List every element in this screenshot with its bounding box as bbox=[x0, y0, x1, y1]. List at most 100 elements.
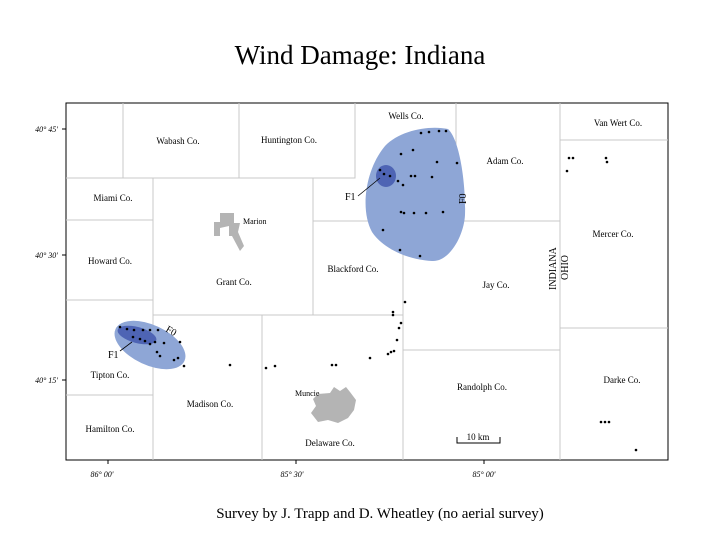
damage-report-dot bbox=[155, 350, 159, 354]
county-label-howard: Howard Co. bbox=[88, 256, 132, 266]
map-frame bbox=[65, 102, 669, 461]
damage-report-dot bbox=[395, 338, 399, 342]
damage-report-dot bbox=[264, 366, 268, 370]
damage-report-dot bbox=[148, 342, 152, 346]
county-label-madison: Madison Co. bbox=[187, 399, 234, 409]
damage-report-dot bbox=[603, 420, 607, 424]
county-label-randolph: Randolph Co. bbox=[457, 382, 507, 392]
f1-swath-west bbox=[117, 325, 157, 345]
damage-report-dot bbox=[382, 172, 386, 176]
county-label-adam: Adam Co. bbox=[487, 156, 524, 166]
damage-report-dot bbox=[182, 364, 186, 368]
damage-report-dot bbox=[403, 300, 407, 304]
damage-reports bbox=[118, 129, 638, 452]
county-label-grant: Grant Co. bbox=[216, 277, 252, 287]
latitude-label-15: 40° 15' bbox=[35, 376, 58, 385]
rating-f0-west: F0 bbox=[164, 324, 179, 339]
damage-report-dot bbox=[399, 152, 403, 156]
county-label-jay: Jay Co. bbox=[483, 280, 510, 290]
longitude-label-85-00: 85° 00' bbox=[473, 470, 496, 479]
rating-f1-east: F1 bbox=[345, 192, 356, 203]
county-label-wabash: Wabash Co. bbox=[156, 136, 199, 146]
muncie-city-shape bbox=[311, 387, 356, 423]
damage-report-dot bbox=[389, 350, 393, 354]
damage-report-dot bbox=[381, 228, 385, 232]
county-label-wells: Wells Co. bbox=[388, 111, 423, 121]
longitude-label-85-30: 85° 30' bbox=[281, 470, 304, 479]
scale-label: 10 km bbox=[467, 432, 490, 442]
damage-report-dot bbox=[158, 354, 162, 358]
rating-f0-east: F0 bbox=[458, 193, 469, 204]
longitude-label-86-00: 86° 00' bbox=[91, 470, 114, 479]
damage-report-dot bbox=[599, 420, 603, 424]
damage-report-dot bbox=[435, 160, 439, 164]
damage-report-dot bbox=[153, 340, 157, 344]
damage-report-dot bbox=[567, 156, 571, 160]
damage-report-dot bbox=[398, 248, 402, 252]
damage-report-dot bbox=[565, 169, 569, 173]
county-label-miami: Miami Co. bbox=[93, 193, 132, 203]
damage-report-dot bbox=[378, 168, 382, 172]
county-label-delaware: Delaware Co. bbox=[305, 438, 354, 448]
damage-report-dot bbox=[388, 174, 392, 178]
damage-report-dot bbox=[402, 211, 406, 215]
damage-report-dot bbox=[409, 174, 413, 178]
damage-report-dot bbox=[330, 363, 334, 367]
damage-report-dot bbox=[571, 156, 575, 160]
county-label-tipton: Tipton Co. bbox=[91, 370, 130, 380]
damage-report-dot bbox=[132, 328, 136, 332]
damage-report-dot bbox=[148, 328, 152, 332]
damage-report-dot bbox=[427, 130, 431, 134]
damage-report-dot bbox=[118, 325, 122, 329]
damage-report-dot bbox=[424, 211, 428, 215]
latitude-label-30: 40° 30' bbox=[35, 251, 58, 260]
county-label-van-wert: Van Wert Co. bbox=[594, 118, 642, 128]
damage-report-dot bbox=[391, 310, 395, 314]
damage-report-dot bbox=[172, 358, 176, 362]
damage-report-dot bbox=[413, 174, 417, 178]
damage-report-dot bbox=[444, 129, 448, 133]
f0-swath-east bbox=[365, 127, 466, 262]
county-label-huntington: Huntington Co. bbox=[261, 135, 317, 145]
damage-report-dot bbox=[441, 210, 445, 214]
damage-report-dot bbox=[386, 352, 390, 356]
damage-report-dot bbox=[162, 341, 166, 345]
city-label-marion: Marion bbox=[243, 217, 267, 226]
damage-report-dot bbox=[430, 175, 434, 179]
damage-report-dot bbox=[131, 335, 135, 339]
state-label-indiana: INDIANA bbox=[548, 246, 559, 290]
damage-report-dot bbox=[273, 364, 277, 368]
damage-report-dot bbox=[399, 210, 403, 214]
damage-report-dot bbox=[368, 356, 372, 360]
damage-report-dot bbox=[396, 179, 400, 183]
damage-report-dot bbox=[176, 356, 180, 360]
f1-west-leader bbox=[119, 341, 133, 352]
damage-report-dot bbox=[401, 183, 405, 187]
county-label-blackford: Blackford Co. bbox=[328, 264, 379, 274]
damage-report-dot bbox=[419, 131, 423, 135]
county-label-mercer: Mercer Co. bbox=[593, 229, 634, 239]
latitude-label-45: 40° 45' bbox=[35, 125, 58, 134]
damage-report-dot bbox=[412, 211, 416, 215]
damage-report-dot bbox=[141, 328, 145, 332]
county-label-hamilton: Hamilton Co. bbox=[86, 424, 135, 434]
damage-report-dot bbox=[156, 328, 160, 332]
damage-report-dot bbox=[392, 349, 396, 353]
damage-report-dot bbox=[605, 160, 609, 164]
damage-report-dot bbox=[604, 156, 608, 160]
damage-report-dot bbox=[125, 327, 129, 331]
damage-report-dot bbox=[634, 448, 638, 452]
damage-report-dot bbox=[228, 363, 232, 367]
city-label-muncie: Muncie bbox=[295, 389, 320, 398]
damage-report-dot bbox=[334, 363, 338, 367]
state-label-ohio: OHIO bbox=[560, 255, 571, 280]
damage-report-dot bbox=[399, 321, 403, 325]
rating-f1-west: F1 bbox=[108, 350, 119, 361]
damage-report-dot bbox=[138, 337, 142, 341]
f1-east-leader bbox=[357, 177, 381, 197]
damage-report-dot bbox=[143, 339, 147, 343]
damage-report-dot bbox=[178, 340, 182, 344]
damage-report-dot bbox=[411, 148, 415, 152]
f1-swath-east bbox=[376, 165, 396, 187]
